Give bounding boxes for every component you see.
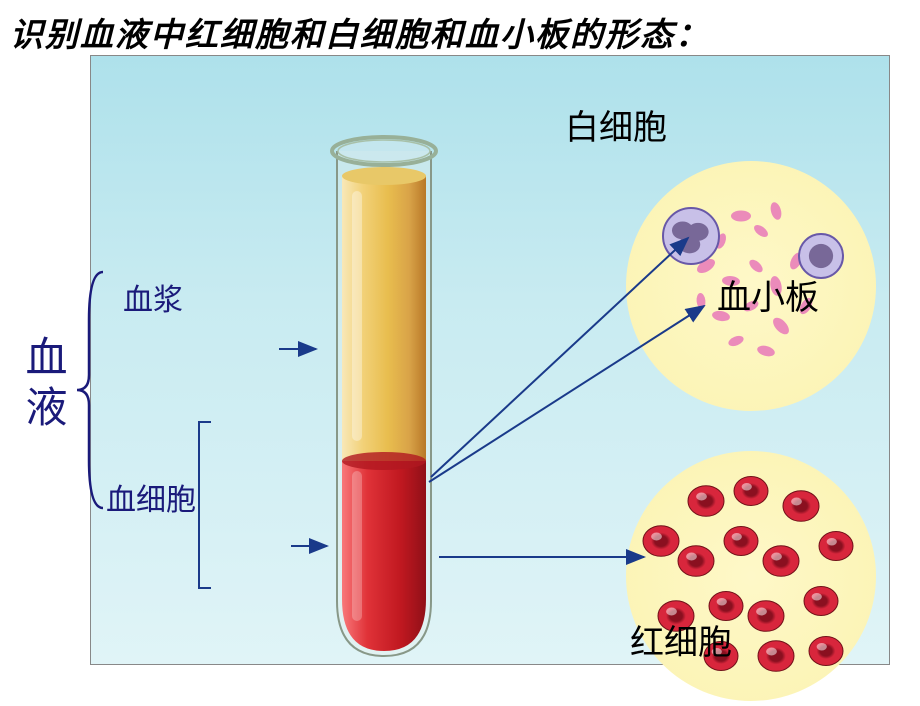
- blood-label: 血液: [12, 335, 73, 435]
- wbc-label: 白细胞: [565, 100, 667, 149]
- blood-brace: [75, 270, 105, 510]
- page-title: 识别血液中红细胞和白细胞和血小板的形态：: [10, 8, 710, 56]
- platelet-label: 血小板: [717, 270, 819, 319]
- test-tube: [314, 131, 454, 666]
- blood-cells-label: 血细胞: [106, 475, 196, 519]
- plasma-label: 血浆: [123, 275, 183, 319]
- rbc-label: 红细胞: [630, 615, 732, 664]
- cells-bracket: [195, 420, 213, 590]
